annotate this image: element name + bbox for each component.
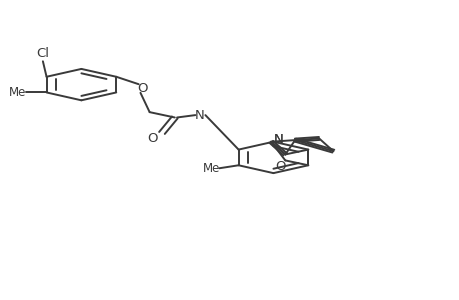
Text: Cl: Cl: [36, 47, 49, 60]
Text: O: O: [275, 160, 285, 173]
Text: N: N: [273, 134, 283, 146]
Text: O: O: [137, 82, 148, 95]
Text: Me: Me: [202, 162, 219, 175]
Text: Me: Me: [9, 86, 26, 99]
Text: O: O: [147, 132, 158, 145]
Text: N: N: [195, 109, 204, 122]
Text: N: N: [273, 133, 283, 146]
